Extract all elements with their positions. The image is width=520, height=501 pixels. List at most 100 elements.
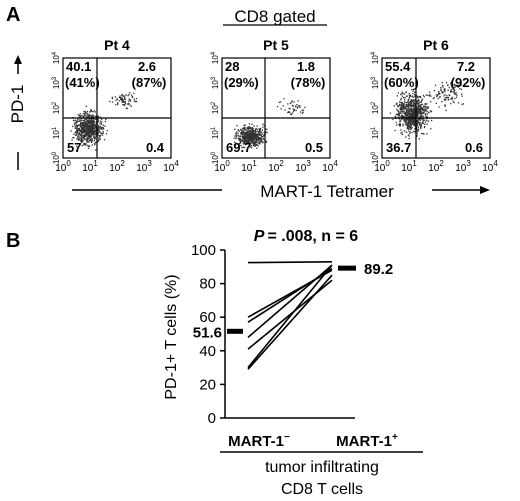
event-dot bbox=[92, 120, 94, 122]
event-dot bbox=[409, 114, 411, 116]
event-dot bbox=[426, 120, 428, 122]
event-dot bbox=[410, 106, 412, 108]
event-dot bbox=[396, 95, 398, 97]
event-dot bbox=[448, 87, 450, 89]
event-dot bbox=[256, 141, 258, 143]
event-dot bbox=[257, 136, 260, 138]
event-dot bbox=[408, 112, 410, 114]
event-dot bbox=[86, 113, 88, 115]
event-dot bbox=[249, 138, 251, 140]
event-dot bbox=[417, 99, 419, 102]
event-dot bbox=[411, 100, 413, 102]
event-dot bbox=[445, 97, 447, 99]
event-dot bbox=[401, 95, 404, 97]
event-dot bbox=[413, 130, 415, 132]
event-dot bbox=[80, 125, 82, 127]
event-dot bbox=[411, 121, 414, 123]
event-dot bbox=[241, 139, 243, 141]
event-dot bbox=[97, 125, 100, 128]
event-dot bbox=[88, 115, 90, 117]
event-dot bbox=[235, 132, 237, 134]
event-dot bbox=[87, 129, 90, 131]
event-dot bbox=[258, 139, 260, 141]
event-dot bbox=[409, 115, 411, 118]
event-dot bbox=[92, 114, 94, 116]
event-dot bbox=[446, 95, 448, 97]
panel-b-letter: B bbox=[6, 230, 20, 252]
event-dot bbox=[413, 100, 416, 102]
event-dot bbox=[452, 91, 455, 93]
event-dot bbox=[84, 123, 86, 125]
event-dot bbox=[100, 127, 102, 130]
event-dot bbox=[413, 96, 415, 98]
event-dot bbox=[292, 105, 294, 107]
event-dot bbox=[250, 131, 253, 133]
event-dot bbox=[416, 122, 418, 124]
event-dot bbox=[242, 140, 244, 143]
event-dot bbox=[94, 123, 96, 126]
event-dot bbox=[88, 139, 91, 141]
quadrant-ur-value: 1.8 bbox=[297, 59, 315, 74]
event-dot bbox=[424, 103, 426, 105]
y-tick-text: 102 bbox=[52, 101, 61, 114]
event-dot bbox=[418, 108, 421, 110]
event-dot bbox=[259, 127, 262, 130]
event-dot bbox=[427, 120, 430, 122]
event-dot bbox=[248, 141, 250, 143]
event-dot bbox=[119, 97, 121, 99]
event-dot bbox=[435, 94, 437, 96]
event-dot bbox=[407, 134, 409, 136]
event-dot bbox=[111, 96, 113, 98]
event-dot bbox=[82, 140, 84, 142]
event-dot bbox=[407, 107, 409, 109]
event-dot bbox=[409, 125, 411, 127]
event-dot bbox=[124, 101, 126, 103]
event-dot bbox=[236, 125, 238, 127]
event-dot bbox=[450, 89, 452, 92]
event-dot bbox=[421, 107, 423, 109]
event-dot bbox=[422, 118, 424, 120]
event-dot bbox=[417, 122, 420, 124]
event-dot bbox=[451, 96, 454, 99]
event-dot bbox=[287, 111, 289, 113]
event-dot bbox=[283, 98, 285, 100]
event-dot bbox=[418, 113, 420, 115]
event-dot bbox=[284, 109, 286, 111]
event-dot bbox=[437, 98, 439, 100]
event-dot bbox=[401, 118, 403, 120]
event-dot bbox=[233, 141, 236, 143]
event-dot bbox=[131, 96, 134, 98]
event-dot bbox=[401, 131, 403, 133]
event-dot bbox=[87, 123, 89, 126]
event-dot bbox=[78, 124, 80, 126]
event-dot bbox=[88, 130, 90, 132]
event-dot bbox=[422, 115, 424, 117]
event-dot bbox=[253, 144, 255, 146]
event-dot bbox=[400, 99, 402, 101]
event-dot bbox=[76, 129, 79, 132]
event-dot bbox=[127, 95, 129, 97]
event-dot bbox=[426, 116, 428, 118]
event-dot bbox=[76, 138, 78, 140]
event-dot bbox=[93, 134, 95, 136]
event-dot bbox=[426, 118, 428, 120]
event-dot bbox=[95, 121, 97, 124]
event-dot bbox=[90, 134, 93, 136]
event-dot bbox=[244, 142, 246, 145]
event-dot bbox=[425, 115, 427, 117]
event-dot bbox=[404, 101, 406, 103]
event-dot bbox=[248, 131, 251, 133]
event-dot bbox=[134, 100, 137, 103]
event-dot bbox=[77, 125, 79, 127]
event-dot bbox=[100, 128, 102, 130]
pd1-label: PD-1 bbox=[8, 85, 27, 124]
event-dot bbox=[251, 134, 253, 137]
mean-label-mart1-neg: 51.6 bbox=[193, 324, 222, 341]
event-dot bbox=[101, 127, 103, 129]
event-dot bbox=[93, 132, 95, 134]
event-dot bbox=[434, 84, 437, 86]
event-dot bbox=[263, 134, 265, 136]
event-dot bbox=[86, 116, 88, 118]
plot-frame bbox=[221, 57, 331, 159]
event-dot bbox=[83, 124, 85, 126]
